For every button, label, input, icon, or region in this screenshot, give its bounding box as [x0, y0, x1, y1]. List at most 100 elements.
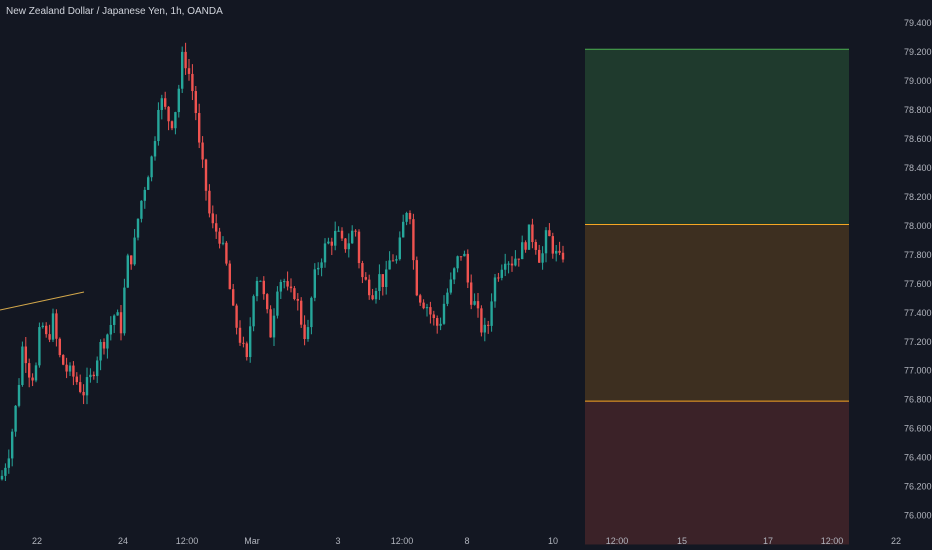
price-tick-label: 79.000: [904, 76, 932, 86]
candle-body: [0, 475, 4, 480]
price-tick-label: 79.400: [904, 18, 932, 28]
candle-body: [449, 279, 452, 293]
candle-body: [68, 365, 72, 372]
candle-body: [327, 241, 330, 244]
candlestick-series: [0, 42, 565, 482]
time-tick-label: 12:00: [606, 536, 629, 546]
candle-body: [238, 327, 242, 343]
candle-body: [555, 250, 558, 254]
candle-body: [283, 281, 286, 283]
candle-body: [558, 250, 561, 253]
price-tick-label: 77.000: [904, 366, 932, 376]
candle-body: [521, 242, 524, 260]
candle-body: [357, 231, 361, 264]
time-tick-label: 12:00: [391, 536, 414, 546]
candle-body: [289, 286, 293, 289]
candle-body: [487, 324, 490, 326]
candle-body: [55, 313, 58, 339]
candle-body: [507, 263, 510, 265]
candle-body: [147, 177, 150, 190]
candle-body: [361, 263, 364, 278]
candle-body: [429, 307, 432, 315]
candle-body: [320, 262, 323, 268]
candle-body: [371, 295, 374, 300]
candle-body: [453, 268, 456, 280]
candle-body: [303, 324, 306, 340]
candle-body: [405, 212, 408, 222]
candle-body: [442, 303, 446, 324]
candle-body: [191, 73, 194, 92]
candle-body: [167, 106, 170, 122]
profit-zone: [585, 49, 849, 225]
price-tick-label: 78.400: [904, 163, 932, 173]
candle-body: [300, 300, 303, 325]
candle-body: [391, 260, 395, 262]
candle-body: [538, 249, 541, 263]
candle-body: [337, 230, 340, 232]
candle-body: [221, 242, 225, 244]
price-tick-label: 76.400: [904, 453, 932, 463]
candle-body: [524, 242, 527, 250]
candle-body: [259, 280, 262, 282]
candle-body: [432, 314, 435, 319]
candle-body: [215, 223, 218, 232]
symbol-title: New Zealand Dollar / Japanese Yen, 1h, O…: [6, 6, 223, 17]
candle-body: [500, 269, 503, 278]
candle-body: [344, 238, 347, 250]
candle-body: [79, 382, 82, 392]
candle-body: [130, 255, 133, 265]
candle-body: [347, 243, 350, 250]
candle-body: [456, 256, 459, 269]
candle-body: [7, 458, 10, 468]
time-axis[interactable]: 22 24 12:00 Mar 3 12:00 8 10 12:00 15 17 12:00 22: [32, 536, 901, 546]
candle-body: [368, 279, 371, 296]
candle-body: [330, 241, 333, 246]
candle-body: [276, 291, 279, 316]
candle-body: [211, 213, 214, 224]
candle-body: [11, 431, 14, 459]
candle-body: [425, 307, 429, 309]
candle-body: [177, 88, 180, 113]
trendline[interactable]: [0, 291, 85, 311]
candle-body: [517, 258, 520, 260]
candle-body: [184, 51, 187, 69]
candle-body: [476, 301, 480, 309]
time-tick-label: Mar: [244, 536, 260, 546]
candle-body: [157, 109, 160, 142]
candle-body: [514, 258, 517, 266]
candle-body: [218, 231, 221, 244]
candle-body: [14, 405, 17, 432]
candle-body: [272, 315, 276, 338]
candle-body: [126, 255, 129, 288]
candle-body: [527, 224, 531, 250]
price-tick-label: 78.800: [904, 105, 932, 115]
candle-body: [102, 341, 106, 349]
time-tick-label: 10: [548, 536, 558, 546]
time-tick-label: 22: [32, 536, 42, 546]
candle-body: [439, 323, 442, 326]
candle-body: [385, 269, 388, 287]
candle-body: [252, 296, 255, 327]
candle-body: [497, 277, 500, 279]
long-position-tool[interactable]: [585, 48, 849, 545]
candle-body: [306, 327, 310, 340]
candle-body: [313, 269, 316, 298]
candle-body: [4, 467, 7, 476]
candle-body: [38, 327, 41, 366]
price-axis[interactable]: 79.400 79.200 79.000 78.800 78.600 78.400 78.2…: [904, 18, 932, 520]
candle-body: [266, 294, 269, 310]
candle-body: [354, 230, 357, 232]
candle-body: [255, 280, 259, 297]
candle-body: [334, 230, 337, 246]
candle-body: [422, 302, 425, 309]
price-tick-label: 79.200: [904, 47, 932, 57]
candle-body: [41, 325, 44, 328]
candle-body: [408, 212, 412, 220]
candle-body: [395, 259, 398, 261]
candle-body: [293, 288, 296, 300]
price-tick-label: 78.600: [904, 134, 932, 144]
candle-body: [534, 242, 537, 250]
candle-body: [140, 200, 143, 219]
candle-body: [242, 342, 245, 344]
